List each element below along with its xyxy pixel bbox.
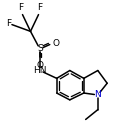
Text: F: F <box>37 3 42 12</box>
Text: O: O <box>53 39 60 48</box>
Text: F: F <box>7 19 12 28</box>
Text: O: O <box>36 61 43 70</box>
Text: F: F <box>19 3 24 12</box>
Text: S: S <box>37 44 43 53</box>
Text: HN: HN <box>33 66 47 75</box>
Text: N: N <box>94 90 101 99</box>
